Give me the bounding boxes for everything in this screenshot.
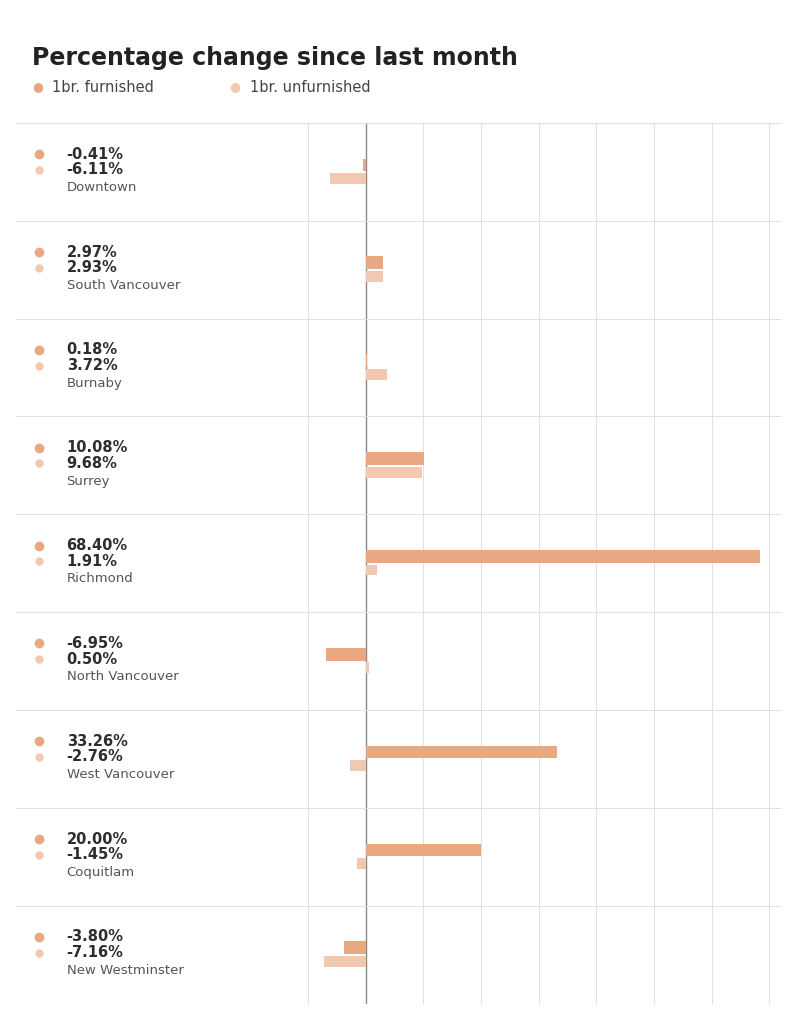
Text: ●: ●: [32, 81, 43, 93]
Text: -7.16%: -7.16%: [67, 945, 123, 961]
Text: Surrey: Surrey: [67, 474, 110, 487]
Text: -6.95%: -6.95%: [67, 636, 123, 651]
Bar: [365, 271, 382, 282]
Text: 33.26%: 33.26%: [67, 734, 127, 749]
Text: Burnaby: Burnaby: [67, 377, 122, 390]
Bar: [324, 956, 365, 967]
Text: Coquitlam: Coquitlam: [67, 866, 134, 879]
Text: Richmond: Richmond: [67, 572, 134, 586]
Text: 1br. unfurnished: 1br. unfurnished: [250, 80, 370, 94]
Text: -0.41%: -0.41%: [67, 146, 124, 162]
Text: 2.93%: 2.93%: [67, 260, 118, 275]
Bar: [365, 550, 760, 563]
Text: 10.08%: 10.08%: [67, 440, 128, 456]
Text: 1br. furnished: 1br. furnished: [52, 80, 155, 94]
Bar: [326, 648, 365, 660]
Bar: [365, 844, 481, 856]
Bar: [365, 453, 423, 465]
Bar: [365, 369, 387, 380]
Text: -6.11%: -6.11%: [67, 163, 124, 177]
Bar: [365, 354, 367, 367]
Text: -3.80%: -3.80%: [67, 930, 124, 944]
Text: 20.00%: 20.00%: [67, 831, 128, 847]
Bar: [365, 745, 558, 759]
Bar: [365, 564, 377, 575]
Text: Percentage change since last month: Percentage change since last month: [32, 46, 518, 70]
Text: 9.68%: 9.68%: [67, 456, 118, 471]
Bar: [365, 663, 369, 674]
Text: 0.18%: 0.18%: [67, 342, 118, 357]
Bar: [350, 761, 365, 771]
Text: 3.72%: 3.72%: [67, 358, 118, 373]
Text: North Vancouver: North Vancouver: [67, 670, 179, 683]
Text: West Vancouver: West Vancouver: [67, 768, 174, 781]
Bar: [344, 941, 365, 954]
Bar: [365, 467, 422, 477]
Text: ●: ●: [229, 81, 241, 93]
Text: South Vancouver: South Vancouver: [67, 279, 180, 292]
Text: -2.76%: -2.76%: [67, 750, 123, 765]
Bar: [365, 256, 383, 269]
Text: New Westminster: New Westminster: [67, 964, 184, 977]
Bar: [363, 159, 365, 171]
Bar: [331, 173, 365, 184]
Text: 0.50%: 0.50%: [67, 651, 118, 667]
Bar: [357, 858, 365, 869]
Text: 2.97%: 2.97%: [67, 245, 118, 259]
Text: 1.91%: 1.91%: [67, 554, 118, 568]
Text: -1.45%: -1.45%: [67, 847, 124, 862]
Text: 68.40%: 68.40%: [67, 538, 128, 553]
Text: Downtown: Downtown: [67, 181, 137, 194]
